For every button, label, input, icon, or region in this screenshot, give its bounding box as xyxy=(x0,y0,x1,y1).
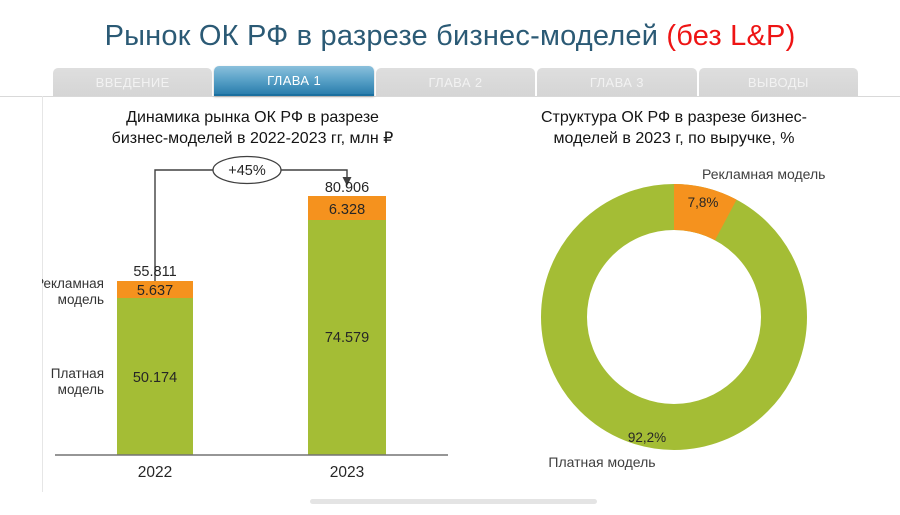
x-tick-2022: 2022 xyxy=(138,464,172,481)
bar-2022-advertising-label: 5.637 xyxy=(137,283,173,299)
series-label-advertising-line1: Рекламная xyxy=(42,276,104,291)
bar-2023-paid-label: 74.579 xyxy=(325,330,369,346)
tab-bar: ВВЕДЕНИЕ ГЛАВА 1 ГЛАВА 2 ГЛАВА 3 ВЫВОДЫ xyxy=(53,66,859,96)
bar-2023-advertising-segment xyxy=(308,196,386,220)
bottom-scrollbar[interactable] xyxy=(310,499,597,504)
donut-label-advertising: Рекламная модель xyxy=(702,166,825,182)
tab-vyvody[interactable]: ВЫВОДЫ xyxy=(698,68,859,96)
bar-2023-advertising-label: 6.328 xyxy=(329,202,365,218)
bar-2022-advertising-segment xyxy=(117,281,193,298)
tab-glava-1[interactable]: ГЛАВА 1 xyxy=(214,66,374,96)
bar-2022-paid-label: 50.174 xyxy=(133,370,177,386)
donut-chart-title-line2: моделей в 2023 г, по выручке, % xyxy=(553,130,795,148)
page-title-main: Рынок ОК РФ в разрезе бизнес-моделей xyxy=(104,20,667,52)
bar-2022-paid-segment xyxy=(117,298,193,455)
donut-chart-title-line1: Структура ОК РФ в разрезе бизнес- xyxy=(540,109,807,126)
page-title-suffix: (без L&P) xyxy=(666,20,796,52)
bar-chart-title-line2: бизнес-моделей в 2022-2023 гг, млн ₽ xyxy=(111,130,394,148)
series-label-paid-line1: Платная xyxy=(51,366,104,381)
donut-value-paid: 92,2% xyxy=(628,430,666,445)
series-label-paid-line2: модель xyxy=(58,382,104,397)
tab-vvedenie[interactable]: ВВЕДЕНИЕ xyxy=(53,68,213,96)
donut-chart: Рекламная модель 7,8% 92,2% Платная моде… xyxy=(541,166,825,470)
bar-2022-total-label: 55.811 xyxy=(133,264,176,280)
x-tick-2023: 2023 xyxy=(330,464,364,481)
growth-annotation-label: +45% xyxy=(228,163,266,179)
bar-chart-title-line1: Динамика рынка ОК РФ в разрезе xyxy=(126,109,379,126)
donut-value-advertising: 7,8% xyxy=(688,195,719,210)
tab-glava-2[interactable]: ГЛАВА 2 xyxy=(375,68,536,96)
bar-2023-total-label: 80.906 xyxy=(325,180,369,196)
stacked-bar-chart: +45% 55.811 5.637 50.174 80.906 6.328 74… xyxy=(42,155,448,481)
series-label-advertising-line2: модель xyxy=(58,292,104,307)
donut-advertising-arc xyxy=(541,184,807,450)
donut-label-paid: Платная модель xyxy=(548,454,655,470)
bar-chart-title: Динамика рынка ОК РФ в разрезе бизнес-мо… xyxy=(60,107,445,149)
growth-annotation-ellipse xyxy=(212,155,282,185)
growth-arrow-head-icon xyxy=(342,177,352,186)
tab-bar-underline xyxy=(0,96,900,97)
donut-chart-title: Структура ОК РФ в разрезе бизнес- моделе… xyxy=(468,107,880,149)
left-edge-rule xyxy=(42,96,43,492)
donut-paid-ring xyxy=(541,184,807,450)
page-title: Рынок ОК РФ в разрезе бизнес-моделей (бе… xyxy=(0,20,900,53)
tab-glava-3[interactable]: ГЛАВА 3 xyxy=(537,68,697,96)
bar-2023-paid-segment xyxy=(308,220,386,455)
